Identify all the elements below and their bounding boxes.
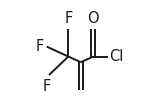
- Text: F: F: [64, 11, 72, 26]
- Text: F: F: [42, 79, 50, 94]
- Text: O: O: [88, 11, 99, 26]
- Text: Cl: Cl: [109, 49, 124, 64]
- Text: F: F: [36, 39, 44, 54]
